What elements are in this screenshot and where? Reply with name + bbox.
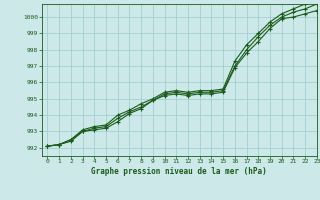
X-axis label: Graphe pression niveau de la mer (hPa): Graphe pression niveau de la mer (hPa) — [91, 167, 267, 176]
